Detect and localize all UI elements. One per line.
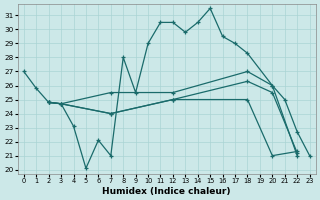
- X-axis label: Humidex (Indice chaleur): Humidex (Indice chaleur): [102, 187, 231, 196]
